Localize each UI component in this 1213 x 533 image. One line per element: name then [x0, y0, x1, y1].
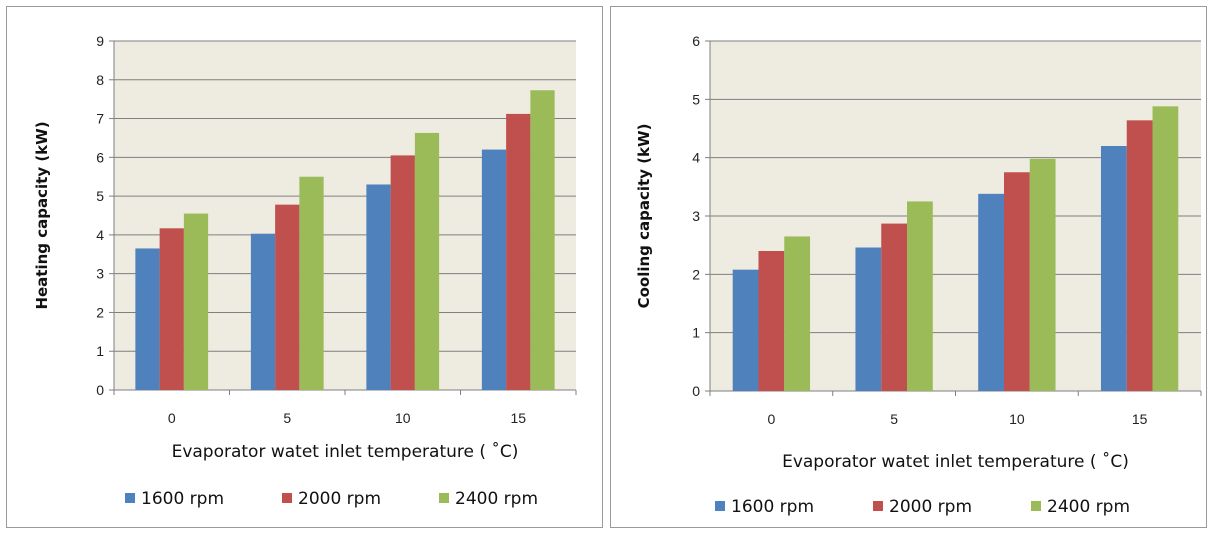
bar-2000-rpm-0 [758, 251, 785, 391]
bar-2000-rpm-15 [506, 113, 531, 390]
cooling-capacity-chart: 0 1 2 3 4 5 6 0 5 10 15 Evaporator watet inlet temp… [635, 33, 1202, 517]
legend-label: 2400 rpm [455, 489, 538, 509]
x-tick-label: 10 [395, 410, 411, 426]
x-tick-label: 10 [1009, 411, 1025, 427]
legend-swatch [873, 501, 883, 511]
bar-2400-rpm-15 [1152, 106, 1179, 391]
y-axis-title: Heating capacity (kW) [33, 121, 51, 309]
bar-2000-rpm-10 [1003, 172, 1030, 391]
legend-swatch [125, 493, 135, 503]
y-tick-label: 6 [96, 149, 104, 165]
bar-2000-rpm-15 [1126, 120, 1153, 391]
x-tick-label: 0 [168, 410, 176, 426]
bar-2400-rpm-5 [907, 201, 933, 391]
bar-2000-rpm-10 [390, 155, 415, 390]
bar-1600-rpm-10 [978, 193, 1004, 391]
legend-swatch [1031, 501, 1041, 511]
legend-label: 1600 rpm [141, 489, 224, 509]
y-tick-label: 0 [96, 382, 104, 398]
bar-2000-rpm-0 [159, 228, 184, 390]
y-tick-label: 3 [96, 266, 104, 282]
bar-1600-rpm-15 [481, 149, 507, 390]
bar-2400-rpm-0 [784, 236, 811, 391]
bar-2400-rpm-15 [530, 90, 555, 391]
y-tick-label: 1 [96, 343, 104, 359]
y-tick-label: 4 [96, 227, 104, 243]
y-tick-label: 5 [96, 188, 104, 204]
legend-swatch [282, 493, 292, 503]
x-tick-label: 15 [510, 410, 526, 426]
cooling-capacity-chart-panel: 0 1 2 3 4 5 6 0 5 10 15 Evaporator watet inlet temp… [610, 6, 1207, 528]
heating-capacity-chart-panel: 0 1 2 3 4 5 6 7 8 9 0 5 10 15 Evaporator watet inlet t… [6, 6, 603, 528]
bar-1600-rpm-15 [1100, 146, 1127, 391]
bar-2000-rpm-5 [881, 223, 908, 391]
heating-capacity-chart: 0 1 2 3 4 5 6 7 8 9 0 5 10 15 Evaporator watet inlet t… [33, 33, 577, 509]
y-tick-label: 4 [692, 150, 700, 166]
x-axis-title: Evaporator watet inlet temperature ( ˚C) [172, 441, 519, 462]
legend-label: 2000 rpm [889, 497, 972, 517]
bar-2400-rpm-0 [183, 213, 209, 390]
bar-2400-rpm-10 [414, 132, 440, 391]
y-tick-label: 1 [692, 325, 700, 341]
bar-2400-rpm-10 [1029, 158, 1056, 391]
legend: 1600 rpm 2000 rpm 2400 rpm [125, 489, 538, 509]
y-tick-label: 2 [692, 266, 700, 282]
legend-label: 1600 rpm [731, 497, 814, 517]
bar-2400-rpm-5 [299, 176, 324, 390]
x-axis-title: Evaporator watet inlet temperature ( ˚C) [782, 451, 1129, 472]
y-axis-title: Cooling capacity (kW) [635, 124, 653, 309]
x-tick-label: 0 [767, 411, 775, 427]
y-tick-label: 7 [96, 111, 104, 127]
legend: 1600 rpm 2000 rpm 2400 rpm [715, 497, 1130, 517]
legend-swatch [715, 501, 725, 511]
legend-swatch [439, 493, 449, 503]
y-tick-label: 6 [692, 33, 700, 49]
y-tick-label: 8 [96, 72, 104, 88]
bar-1600-rpm-0 [732, 269, 759, 391]
bar-1600-rpm-5 [855, 247, 882, 391]
x-tick-label: 5 [890, 411, 898, 427]
bar-1600-rpm-0 [135, 248, 160, 390]
legend-label: 2400 rpm [1047, 497, 1130, 517]
y-tick-label: 2 [96, 304, 104, 320]
bar-1600-rpm-5 [250, 233, 276, 390]
legend-label: 2000 rpm [298, 489, 381, 509]
y-tick-label: 3 [692, 208, 700, 224]
bar-2000-rpm-5 [275, 204, 300, 390]
bar-1600-rpm-10 [366, 184, 391, 390]
y-tick-label: 0 [692, 383, 700, 399]
x-tick-label: 5 [283, 410, 291, 426]
x-tick-label: 15 [1132, 411, 1148, 427]
y-tick-label: 5 [692, 91, 700, 107]
y-tick-label: 9 [96, 33, 104, 49]
